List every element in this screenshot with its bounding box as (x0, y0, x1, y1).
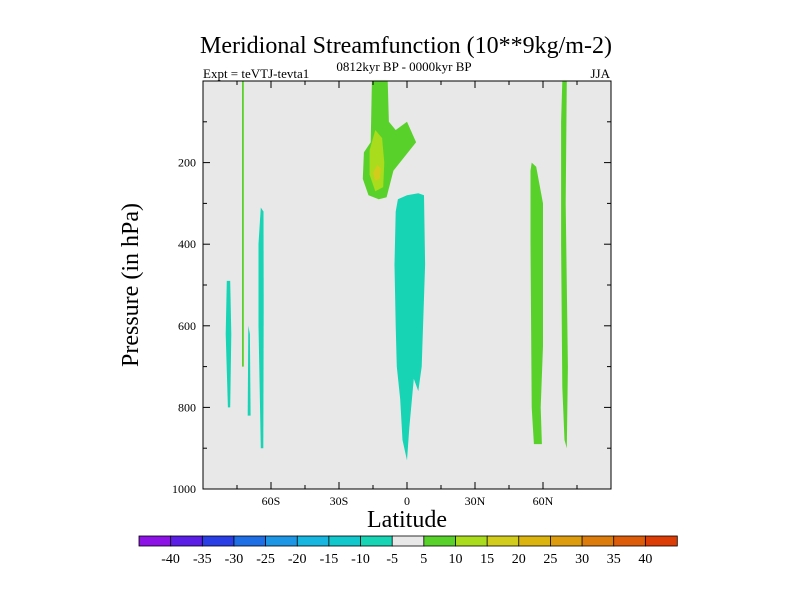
contour-region-9 (561, 81, 568, 449)
x-tick-label: 0 (404, 494, 410, 508)
contour-region-8 (530, 162, 543, 445)
colorbar-label: 10 (449, 552, 463, 567)
colorbar-label: -40 (161, 552, 180, 567)
colorbar-label: 20 (512, 552, 526, 567)
y-tick-label: 400 (178, 237, 196, 251)
colorbar-label: 40 (638, 552, 652, 567)
colorbar-label: 5 (420, 552, 427, 567)
y-axis-label: Pressure (in hPa) (118, 203, 144, 367)
colorbar-swatch (455, 535, 488, 547)
contour-region-3 (258, 207, 264, 449)
colorbar-label: 15 (480, 552, 494, 567)
colorbar-label: -25 (256, 552, 275, 567)
colorbar-swatch (138, 535, 172, 547)
time-range-label: 0812kyr BP - 0000kyr BP (336, 59, 471, 74)
colorbar-swatch (518, 535, 552, 547)
colorbar-label: 25 (543, 552, 557, 567)
colorbar-swatch (201, 535, 235, 547)
colorbar-label: 30 (575, 552, 589, 567)
colorbar-swatch (233, 535, 267, 547)
colorbar-swatch (265, 535, 298, 547)
colorbar-label: -15 (320, 552, 339, 567)
contour-region-7 (394, 193, 426, 461)
colorbar-swatch (581, 535, 615, 547)
contour-region-5 (369, 130, 385, 192)
y-tick-label: 600 (178, 319, 196, 333)
contour-region-1 (242, 81, 244, 367)
colorbar-swatch (296, 535, 330, 547)
x-axis-label: Latitude (367, 507, 447, 533)
colorbar-label: -35 (193, 552, 212, 567)
chart-title: Meridional Streamfunction (10**9kg/m-2) (200, 33, 612, 59)
x-tick-label: 30N (465, 494, 486, 508)
experiment-label: Expt = teVTJ-tevta1 (203, 66, 309, 81)
y-tick-label: 800 (178, 400, 196, 414)
season-label: JJA (590, 66, 610, 81)
colorbar-label: -30 (225, 552, 244, 567)
colorbar-label: -10 (351, 552, 370, 567)
y-tick-label: 200 (178, 156, 196, 170)
colorbar-swatch (644, 535, 678, 547)
contour-regions (225, 81, 568, 461)
colorbar-labels: -40 -35 -30 -25 -20 -15 -10 -5 5 10 15 20 25 30 35 40 (161, 552, 652, 567)
x-tick-label: 30S (330, 494, 349, 508)
colorbar-swatch (550, 535, 583, 547)
colorbar-swatch (423, 535, 457, 547)
colorbar-swatch (328, 535, 362, 547)
colorbar-label: 35 (607, 552, 621, 567)
x-tick-label: 60S (262, 494, 281, 508)
colorbar-swatch (613, 535, 647, 547)
colorbar-swatch (360, 535, 393, 547)
colorbar-swatch (486, 535, 520, 547)
y-tick-label: 1000 (172, 482, 196, 496)
colorbar-swatch (391, 535, 425, 547)
colorbar-swatch (170, 535, 203, 547)
colorbar-label: -5 (386, 552, 398, 567)
x-tick-label: 60N (533, 494, 554, 508)
axis-tick-labels: 60S 30S 0 30N 60N 200 400 600 800 1000 (172, 156, 554, 508)
axis-ticks (203, 81, 611, 490)
contour-region-6 (373, 164, 381, 181)
contour-region-0 (225, 280, 232, 408)
colorbar-label: -20 (288, 552, 307, 567)
contour-region-2 (247, 325, 251, 416)
colorbar (138, 535, 678, 547)
